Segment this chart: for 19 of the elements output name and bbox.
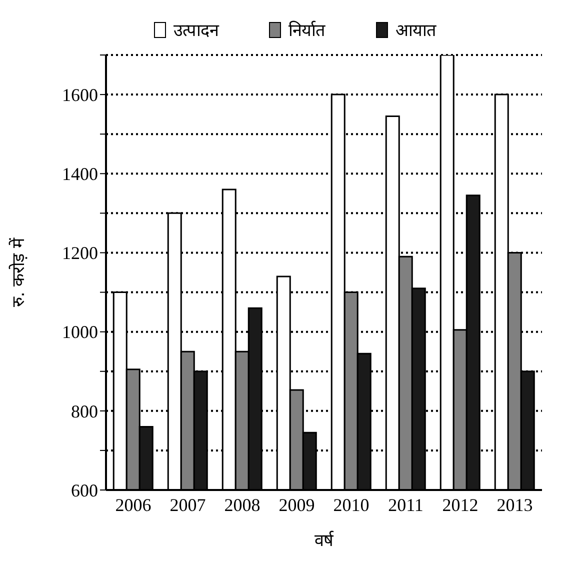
legend-label: आयात (396, 20, 436, 41)
x-tick-label: 2006 (115, 494, 152, 515)
y-tick-label: 1000 (62, 322, 98, 342)
y-axis-title: रु. करोड़ में (8, 236, 30, 308)
y-tick-label: 1200 (62, 243, 98, 264)
x-tick-label: 2012 (442, 494, 478, 515)
x-tick-label: 2011 (388, 494, 424, 515)
x-axis-title: वर्ष (314, 530, 334, 551)
x-tick-label: 2009 (278, 494, 315, 515)
x-tick-label: 2013 (496, 494, 533, 515)
legend-label: उत्पादन (174, 20, 218, 41)
y-tick-label: 600 (71, 480, 98, 500)
y-tick-label: 1600 (62, 84, 98, 105)
legend-label: निर्यात (288, 20, 326, 41)
x-tick-label: 2008 (224, 494, 260, 515)
x-tick-label: 2007 (170, 494, 206, 515)
y-tick-label: 800 (71, 401, 98, 422)
y-tick-label: 1400 (62, 164, 98, 184)
x-tick-label: 2010 (333, 494, 370, 515)
